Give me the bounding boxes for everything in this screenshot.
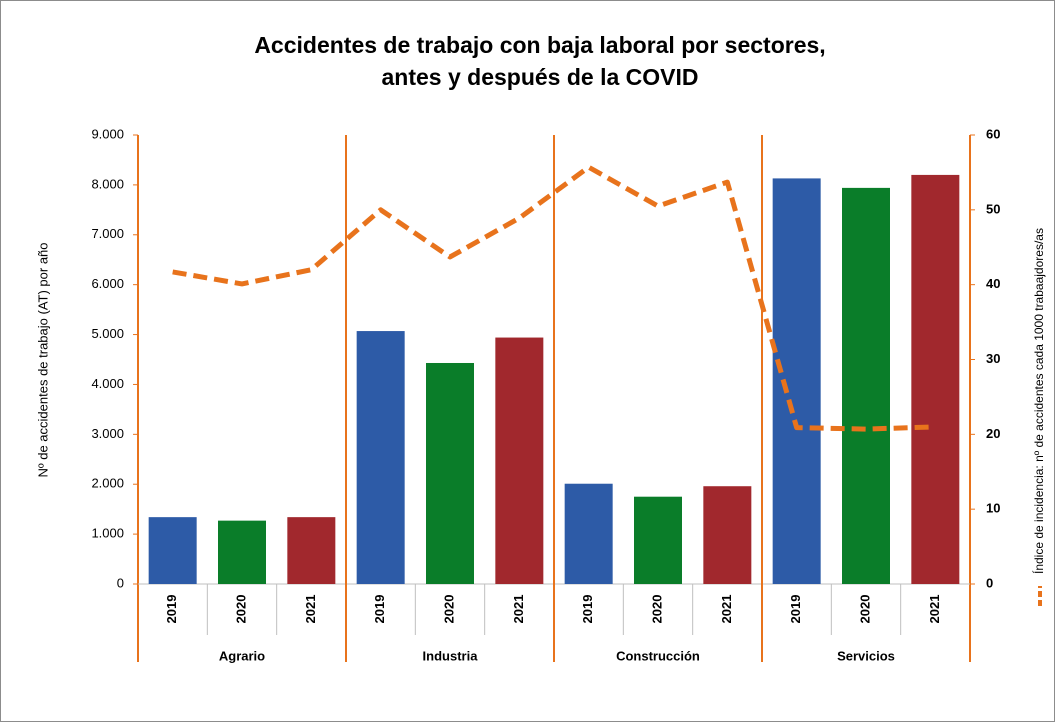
y-tick-label: 0 <box>117 575 124 590</box>
y-tick-label: 9.000 <box>91 126 124 141</box>
bar <box>911 174 960 584</box>
y-tick-label: 2.000 <box>91 476 124 491</box>
y2-tick-label: 10 <box>986 501 1000 516</box>
x-tick-label: 2021 <box>303 595 318 624</box>
y2-tick-label: 50 <box>986 201 1000 216</box>
bar <box>495 337 544 584</box>
x-tick-label: 2020 <box>857 595 872 624</box>
x-tick-label: 2021 <box>719 595 734 624</box>
y-axis-label: Nº de accidentes de trabajo (AT) por año <box>35 242 50 477</box>
bar <box>842 187 890 585</box>
bar <box>564 483 613 584</box>
x-tick-label: 2020 <box>233 595 248 624</box>
y-tick-label: 5.000 <box>91 326 124 341</box>
chart-title: antes y después de la COVID <box>381 64 698 90</box>
bar <box>287 517 336 584</box>
x-tick-label: 2021 <box>511 595 526 624</box>
bar <box>356 331 405 584</box>
group-label: Industria <box>423 648 479 663</box>
bar <box>772 178 821 585</box>
bar <box>703 486 752 584</box>
legend: Índice de incidencia: nº de accidentes c… <box>1031 228 1046 606</box>
bar <box>634 496 682 584</box>
x-tick-label: 2019 <box>372 595 387 624</box>
chart-title: Accidentes de trabajo con baja laboral p… <box>254 32 825 58</box>
x-tick-label: 2020 <box>441 595 456 624</box>
group-label: Agrario <box>219 648 265 663</box>
y-tick-label: 8.000 <box>91 176 124 191</box>
y-tick-label: 1.000 <box>91 526 124 541</box>
x-tick-label: 2020 <box>649 595 664 624</box>
y-tick-label: 3.000 <box>91 426 124 441</box>
y2-tick-label: 30 <box>986 351 1000 366</box>
y-tick-label: 7.000 <box>91 226 124 241</box>
line <box>172 164 936 432</box>
bar <box>218 520 266 584</box>
y2-tick-label: 0 <box>986 575 993 590</box>
bar <box>426 362 474 584</box>
x-tick-label: 2019 <box>788 595 803 624</box>
y-tick-label: 6.000 <box>91 276 124 291</box>
y2-tick-label: 20 <box>986 426 1000 441</box>
group-label: Servicios <box>837 648 895 663</box>
x-tick-label: 2019 <box>164 595 179 624</box>
y2-tick-label: 60 <box>986 126 1000 141</box>
group-label: Construcción <box>616 648 700 663</box>
bar <box>148 517 197 584</box>
x-tick-label: 2019 <box>580 595 595 624</box>
legend-label: Índice de incidencia: nº de accidentes c… <box>1031 228 1046 574</box>
y-tick-label: 4.000 <box>91 376 124 391</box>
y2-tick-label: 40 <box>986 276 1000 291</box>
x-tick-label: 2021 <box>927 595 942 624</box>
